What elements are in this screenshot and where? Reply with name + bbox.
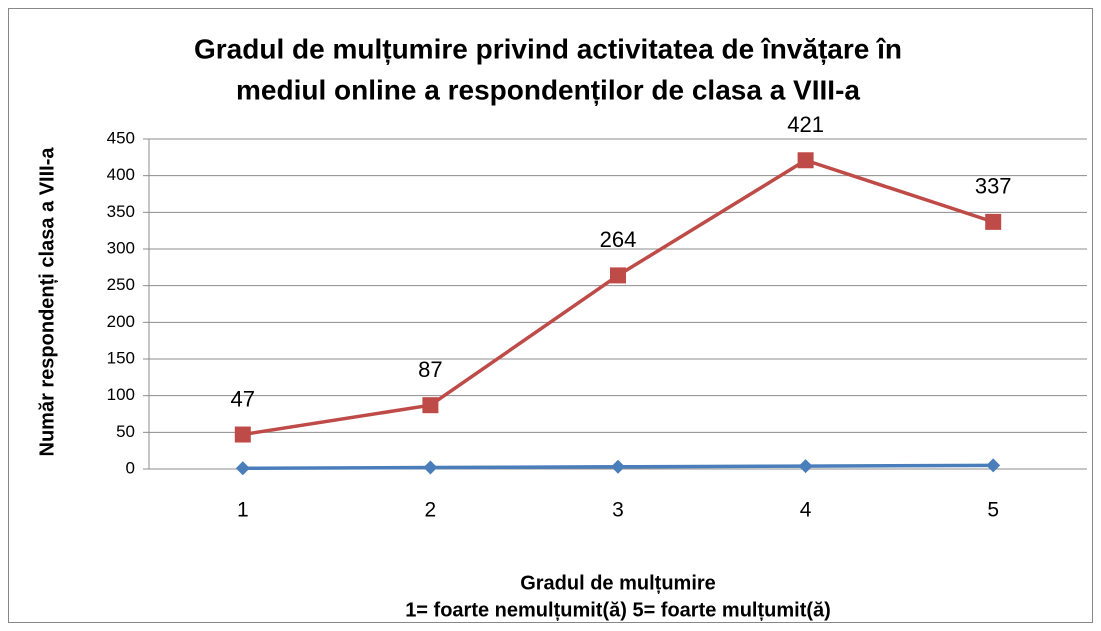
y-tick-label: 200: [107, 312, 135, 331]
x-tick-label: 3: [612, 499, 624, 522]
marker: [610, 267, 626, 284]
chart-title-line: mediul online a respondenților de clasa …: [236, 74, 860, 105]
y-tick-label: 400: [107, 165, 135, 184]
data-label: 421: [787, 112, 824, 137]
data-label: 47: [231, 386, 255, 411]
marker: [422, 397, 439, 414]
x-tick-label: 1: [237, 499, 249, 522]
x-axis-label: 1= foarte nemulțumit(ă) 5= foarte mulțum…: [405, 599, 831, 621]
data-label: 87: [418, 357, 442, 382]
marker: [986, 458, 1001, 473]
x-tick-label: 5: [987, 499, 999, 522]
marker: [797, 152, 814, 169]
x-tick-label: 4: [800, 499, 812, 522]
marker: [234, 426, 251, 443]
y-tick-label: 50: [116, 422, 135, 441]
x-axis-label: Gradul de mulțumire: [520, 572, 716, 594]
marker: [611, 459, 625, 474]
y-tick-label: 150: [107, 348, 135, 367]
y-tick-label: 100: [107, 385, 135, 404]
chart-frame: [8, 8, 1093, 623]
y-axis-label: Număr respondenți clasa a VIII-a: [36, 147, 58, 457]
marker: [798, 459, 813, 474]
marker: [985, 213, 1002, 230]
chart-title-line: Gradul de mulțumire privind activitatea …: [194, 33, 902, 64]
data-label: 337: [975, 174, 1012, 199]
marker: [235, 461, 250, 476]
y-tick-label: 450: [107, 128, 135, 147]
data-label: 264: [600, 227, 637, 252]
y-tick-label: 300: [107, 238, 135, 257]
x-tick-label: 2: [425, 499, 437, 522]
y-tick-label: 350: [107, 202, 135, 221]
marker: [423, 460, 438, 475]
y-tick-label: 250: [107, 275, 135, 294]
y-tick-label: 0: [126, 458, 135, 477]
